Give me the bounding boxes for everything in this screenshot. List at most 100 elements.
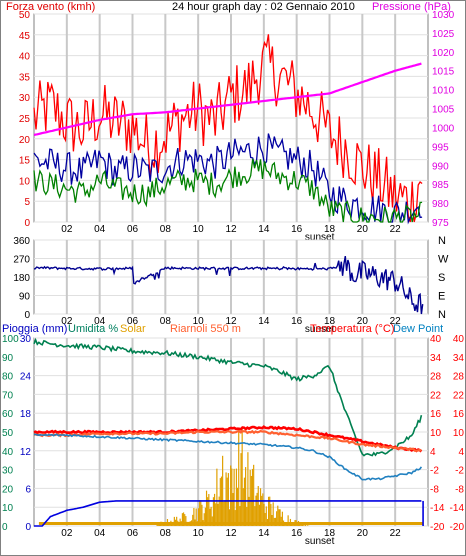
direction-x-tick: 14 bbox=[258, 316, 270, 327]
temp-y-tick-1: 34 bbox=[430, 353, 442, 364]
series-pressione-hpa- bbox=[33, 62, 422, 137]
wind-y-tick-left: 30 bbox=[19, 93, 31, 104]
legend-label: Temperatura (°C) bbox=[310, 323, 394, 335]
humidity-y-tick: 10 bbox=[2, 503, 14, 514]
wind-x-tick: 12 bbox=[225, 224, 237, 235]
temp-y-tick-1: -8 bbox=[430, 484, 439, 495]
direction-x-tick: 04 bbox=[94, 316, 106, 327]
wind-x-tick: 16 bbox=[291, 224, 303, 235]
legend-label: Riarnoli 550 m bbox=[170, 323, 241, 335]
series-forza-vento-kmh- bbox=[33, 34, 423, 223]
humidity-y-tick: 60 bbox=[2, 409, 14, 420]
pressure-y-tick-right: 1015 bbox=[432, 67, 455, 78]
humidity-y-tick: 100 bbox=[2, 334, 19, 345]
pressure-y-tick-right: 1020 bbox=[432, 48, 455, 59]
direction-x-tick: 12 bbox=[225, 316, 237, 327]
legend-label: Dew Point bbox=[393, 323, 443, 335]
wind-y-tick-left: 5 bbox=[24, 197, 30, 208]
temp-y-tick-1: 28 bbox=[430, 372, 442, 383]
wind-x-tick: 08 bbox=[160, 224, 172, 235]
humidity-y-tick: 90 bbox=[2, 353, 14, 364]
temp-y-tick-1: -14 bbox=[430, 503, 445, 514]
wind-x-tick: 06 bbox=[127, 224, 139, 235]
rain-y-tick: 18 bbox=[20, 409, 32, 420]
direction-x-tick: 06 bbox=[127, 316, 139, 327]
temp-y-tick-2: 40 bbox=[453, 334, 465, 345]
wind-x-tick: 22 bbox=[390, 224, 402, 235]
wind-x-tick: 14 bbox=[258, 224, 270, 235]
chart-title: 24 hour graph day : 02 Gennaio 2010 bbox=[172, 1, 355, 13]
wind-x-tick: 18 bbox=[324, 224, 336, 235]
temp-y-tick-2: 34 bbox=[453, 353, 465, 364]
legend-label: Pioggia (mm) bbox=[2, 323, 67, 335]
humidity-y-tick: 40 bbox=[2, 447, 14, 458]
compass-label: S bbox=[438, 272, 445, 284]
temp-sunset-label: sunset bbox=[305, 536, 335, 547]
temp-y-tick-1: 22 bbox=[430, 390, 442, 401]
rain-y-tick: 6 bbox=[25, 484, 31, 495]
direction-y-tick: 270 bbox=[13, 255, 30, 266]
temp-y-tick-1: 4 bbox=[430, 447, 436, 458]
temp-y-tick-1: -20 bbox=[430, 522, 445, 533]
temp-y-tick-2: -8 bbox=[455, 484, 464, 495]
compass-label: N bbox=[438, 309, 446, 321]
wind-y-tick-left: 40 bbox=[19, 52, 31, 63]
wind-sunset-label: sunset bbox=[305, 232, 335, 243]
temp-x-tick: 02 bbox=[61, 528, 73, 539]
direction-x-tick: 08 bbox=[160, 316, 172, 327]
compass-label: E bbox=[438, 291, 445, 303]
pressure-y-tick-right: 980 bbox=[432, 199, 449, 210]
temp-y-tick-2: 4 bbox=[458, 447, 464, 458]
temp-y-tick-1: 40 bbox=[430, 334, 442, 345]
rain-y-tick: 0 bbox=[25, 522, 31, 533]
direction-y-tick: 90 bbox=[19, 292, 31, 303]
pressure-y-tick-right: 1010 bbox=[432, 86, 455, 97]
pressure-y-tick-right: 1025 bbox=[432, 29, 455, 40]
rain-y-tick: 12 bbox=[20, 447, 32, 458]
temp-x-tick: 12 bbox=[225, 528, 237, 539]
temp-x-tick: 06 bbox=[127, 528, 139, 539]
direction-x-tick: 02 bbox=[61, 316, 73, 327]
temp-x-tick: 04 bbox=[94, 528, 106, 539]
pressure-y-tick-right: 1005 bbox=[432, 105, 455, 116]
temp-x-tick: 08 bbox=[160, 528, 172, 539]
temp-y-tick-1: 10 bbox=[430, 428, 442, 439]
temp-y-tick-2: 10 bbox=[453, 428, 465, 439]
temp-x-tick: 14 bbox=[258, 528, 270, 539]
rain-y-tick: 24 bbox=[20, 372, 32, 383]
direction-x-tick: 18 bbox=[324, 316, 336, 327]
wind-axis-title: Forza vento (kmh) bbox=[6, 1, 95, 13]
temp-y-tick-1: -2 bbox=[430, 466, 439, 477]
wind-pressure-panel: 0510152025303540455097598098599099510001… bbox=[6, 1, 455, 243]
series-dew-point bbox=[34, 433, 423, 481]
compass-label: N bbox=[438, 235, 446, 247]
solar-baseline bbox=[38, 522, 424, 525]
wind-y-tick-left: 10 bbox=[19, 176, 31, 187]
wind-x-tick: 02 bbox=[61, 224, 73, 235]
direction-x-tick: 20 bbox=[357, 316, 369, 327]
series-wind-direction bbox=[33, 255, 424, 315]
wind-x-tick: 10 bbox=[193, 224, 205, 235]
series-media-vento bbox=[33, 158, 423, 223]
temp-x-tick: 18 bbox=[324, 528, 336, 539]
humidity-y-tick: 70 bbox=[2, 390, 14, 401]
wind-x-tick: 04 bbox=[94, 224, 106, 235]
temp-x-tick: 16 bbox=[291, 528, 303, 539]
wind-y-tick-left: 35 bbox=[19, 72, 31, 83]
series-riarnoli-m bbox=[33, 429, 422, 452]
series-pioggia-mm- bbox=[34, 500, 422, 527]
compass-label: W bbox=[438, 254, 449, 266]
humidity-y-tick: 50 bbox=[2, 428, 14, 439]
temp-y-tick-2: -14 bbox=[450, 503, 465, 514]
legend-label: Umidita % bbox=[68, 323, 118, 335]
humidity-y-tick: 0 bbox=[2, 522, 8, 533]
temp-y-tick-2: -20 bbox=[450, 522, 465, 533]
rain-y-tick: 30 bbox=[20, 334, 32, 345]
direction-x-tick: 16 bbox=[291, 316, 303, 327]
direction-sunset-label: sunset bbox=[305, 324, 335, 335]
humidity-y-tick: 80 bbox=[2, 372, 14, 383]
wind-y-tick-left: 50 bbox=[19, 10, 31, 21]
series-raffica bbox=[33, 133, 423, 225]
